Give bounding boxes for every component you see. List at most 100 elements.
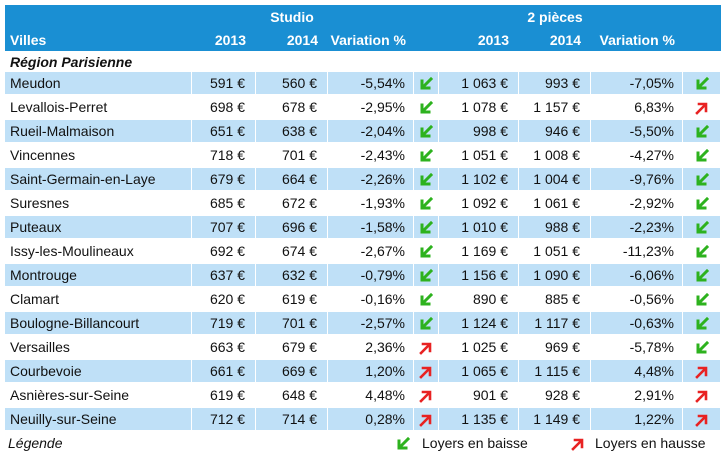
studio-2014-cell: 701 € (256, 144, 328, 168)
pieces-trend-cell (683, 312, 721, 336)
studio-2013-cell: 707 € (192, 216, 256, 240)
arrow-down-left-icon (420, 317, 433, 330)
studio-trend-cell (414, 72, 439, 96)
table-row: Boulogne-Billancourt 719 €701 € -2,57% 1 12… (5, 312, 721, 336)
pieces-2013-cell: 901 € (439, 384, 519, 408)
city-cell: Vincennes (5, 144, 192, 168)
studio-variation-cell: 0,28% (328, 408, 414, 432)
city-cell: Rueil-Malmaison (5, 120, 192, 144)
studio-2014-cell: 648 € (256, 384, 328, 408)
studio-2013-cell: 661 € (192, 360, 256, 384)
arrow-down-left-icon (696, 173, 709, 186)
studio-2014-cell: 674 € (256, 240, 328, 264)
pieces-2014-cell: 1 008 € (519, 144, 591, 168)
city-cell: Levallois-Perret (5, 96, 192, 120)
region-row: Région Parisienne (5, 51, 721, 72)
city-cell: Versailles (5, 336, 192, 360)
arrow-down-left-icon (420, 221, 433, 234)
studio-variation-cell: -5,54% (328, 72, 414, 96)
studio-2014-cell: 669 € (256, 360, 328, 384)
city-cell: Asnières-sur-Seine (5, 384, 192, 408)
studio-trend-cell (414, 408, 439, 432)
arrow-down-left-icon (420, 197, 433, 210)
studio-trend-cell (414, 144, 439, 168)
header-row-columns: Villes 2013 2014 Variation % 2013 2014 V… (5, 29, 721, 51)
city-cell: Saint-Germain-en-Laye (5, 168, 192, 192)
studio-2013-cell: 591 € (192, 72, 256, 96)
studio-variation-cell: 2,36% (328, 336, 414, 360)
pieces-2013-cell: 1 135 € (439, 408, 519, 432)
arrow-up-right-icon (571, 438, 584, 451)
studio-2013-cell: 679 € (192, 168, 256, 192)
pieces-variation-cell: -9,76% (591, 168, 683, 192)
legend-baisse-label: Loyers en baisse (422, 435, 528, 451)
studio-2014-cell: 560 € (256, 72, 328, 96)
arrow-down-left-icon (696, 293, 709, 306)
pieces-2014-cell: 988 € (519, 216, 591, 240)
studio-trend-cell (414, 312, 439, 336)
arrow-up-right-icon (694, 102, 707, 115)
pieces-variation-cell: 2,91% (591, 384, 683, 408)
studio-variation-cell: -2,04% (328, 120, 414, 144)
arrow-down-left-icon (420, 173, 433, 186)
pieces-variation-cell: 4,48% (591, 360, 683, 384)
arrow-down-left-icon (696, 341, 709, 354)
pieces-variation-cell: -6,06% (591, 264, 683, 288)
deux-pieces-group-label: 2 pièces (519, 5, 591, 29)
pieces-trend-cell (683, 120, 721, 144)
pieces-2013-cell: 1 063 € (439, 72, 519, 96)
studio-trend-cell (414, 216, 439, 240)
pieces-variation-cell: -7,05% (591, 72, 683, 96)
city-cell: Montrouge (5, 264, 192, 288)
arrow-down-left-icon (696, 77, 709, 90)
pieces-2013-cell: 1 169 € (439, 240, 519, 264)
table-row: Clamart 620 €619 € -0,16% 890 €885 € -0,56% (5, 288, 721, 312)
studio-2014-cell: 632 € (256, 264, 328, 288)
studio-2013-cell: 685 € (192, 192, 256, 216)
studio-trend-cell (414, 336, 439, 360)
pieces-variation-cell: 6,83% (591, 96, 683, 120)
pieces-2014-cell: 1 090 € (519, 264, 591, 288)
pieces-trend-cell (683, 144, 721, 168)
studio-trend-cell (414, 288, 439, 312)
pieces-trend-cell (683, 168, 721, 192)
table-row: Courbevoie 661 €669 €1,20% 1 065 €1 115 €4… (5, 360, 721, 384)
studio-2013-cell: 637 € (192, 264, 256, 288)
pieces-variation-cell: -5,78% (591, 336, 683, 360)
legend-baisse-icon-cell (328, 432, 414, 454)
pieces-variation-cell: -2,92% (591, 192, 683, 216)
studio-2014-cell: 696 € (256, 216, 328, 240)
arrow-down-left-icon (420, 101, 433, 114)
studio-variation-cell: -1,58% (328, 216, 414, 240)
pieces-2014-cell: 1 051 € (519, 240, 591, 264)
studio-2013-cell: 620 € (192, 288, 256, 312)
arrow-down-left-icon (696, 317, 709, 330)
pieces-variation-cell: -0,63% (591, 312, 683, 336)
pieces-variation-cell: -5,50% (591, 120, 683, 144)
studio-2013-cell: 698 € (192, 96, 256, 120)
pieces-2013-cell: 1 092 € (439, 192, 519, 216)
pieces-variation-cell: -11,23% (591, 240, 683, 264)
city-cell: Neuilly-sur-Seine (5, 408, 192, 432)
studio-2014-cell: 714 € (256, 408, 328, 432)
legend-label: Légende (8, 435, 63, 451)
pieces-2014-cell: 1 115 € (519, 360, 591, 384)
pieces-2014-cell: 1 004 € (519, 168, 591, 192)
pieces-trend-cell (683, 240, 721, 264)
table-row: Neuilly-sur-Seine 712 €714 €0,28% 1 135 €1… (5, 408, 721, 432)
legend-hausse-icon-cell (519, 432, 591, 454)
pieces-trend-cell (683, 408, 721, 432)
header-row-groups: Studio 2 pièces (5, 5, 721, 29)
table-row: Versailles 663 €679 €2,36% 1 025 €969 € -5,… (5, 336, 721, 360)
table-row: Montrouge 637 €632 € -0,79% 1 156 €1 090 € -… (5, 264, 721, 288)
studio-2014-cell: 679 € (256, 336, 328, 360)
pieces-2013-header: 2013 (439, 29, 519, 51)
arrow-up-right-icon (694, 366, 707, 379)
pieces-trend-cell (683, 96, 721, 120)
table-row: Levallois-Perret 698 €678 € -2,95% 1 078 €1… (5, 96, 721, 120)
city-cell: Puteaux (5, 216, 192, 240)
arrow-down-left-icon (420, 293, 433, 306)
studio-variation-header: Variation % (328, 29, 414, 51)
arrow-down-left-icon (420, 269, 433, 282)
studio-variation-cell: -2,95% (328, 96, 414, 120)
